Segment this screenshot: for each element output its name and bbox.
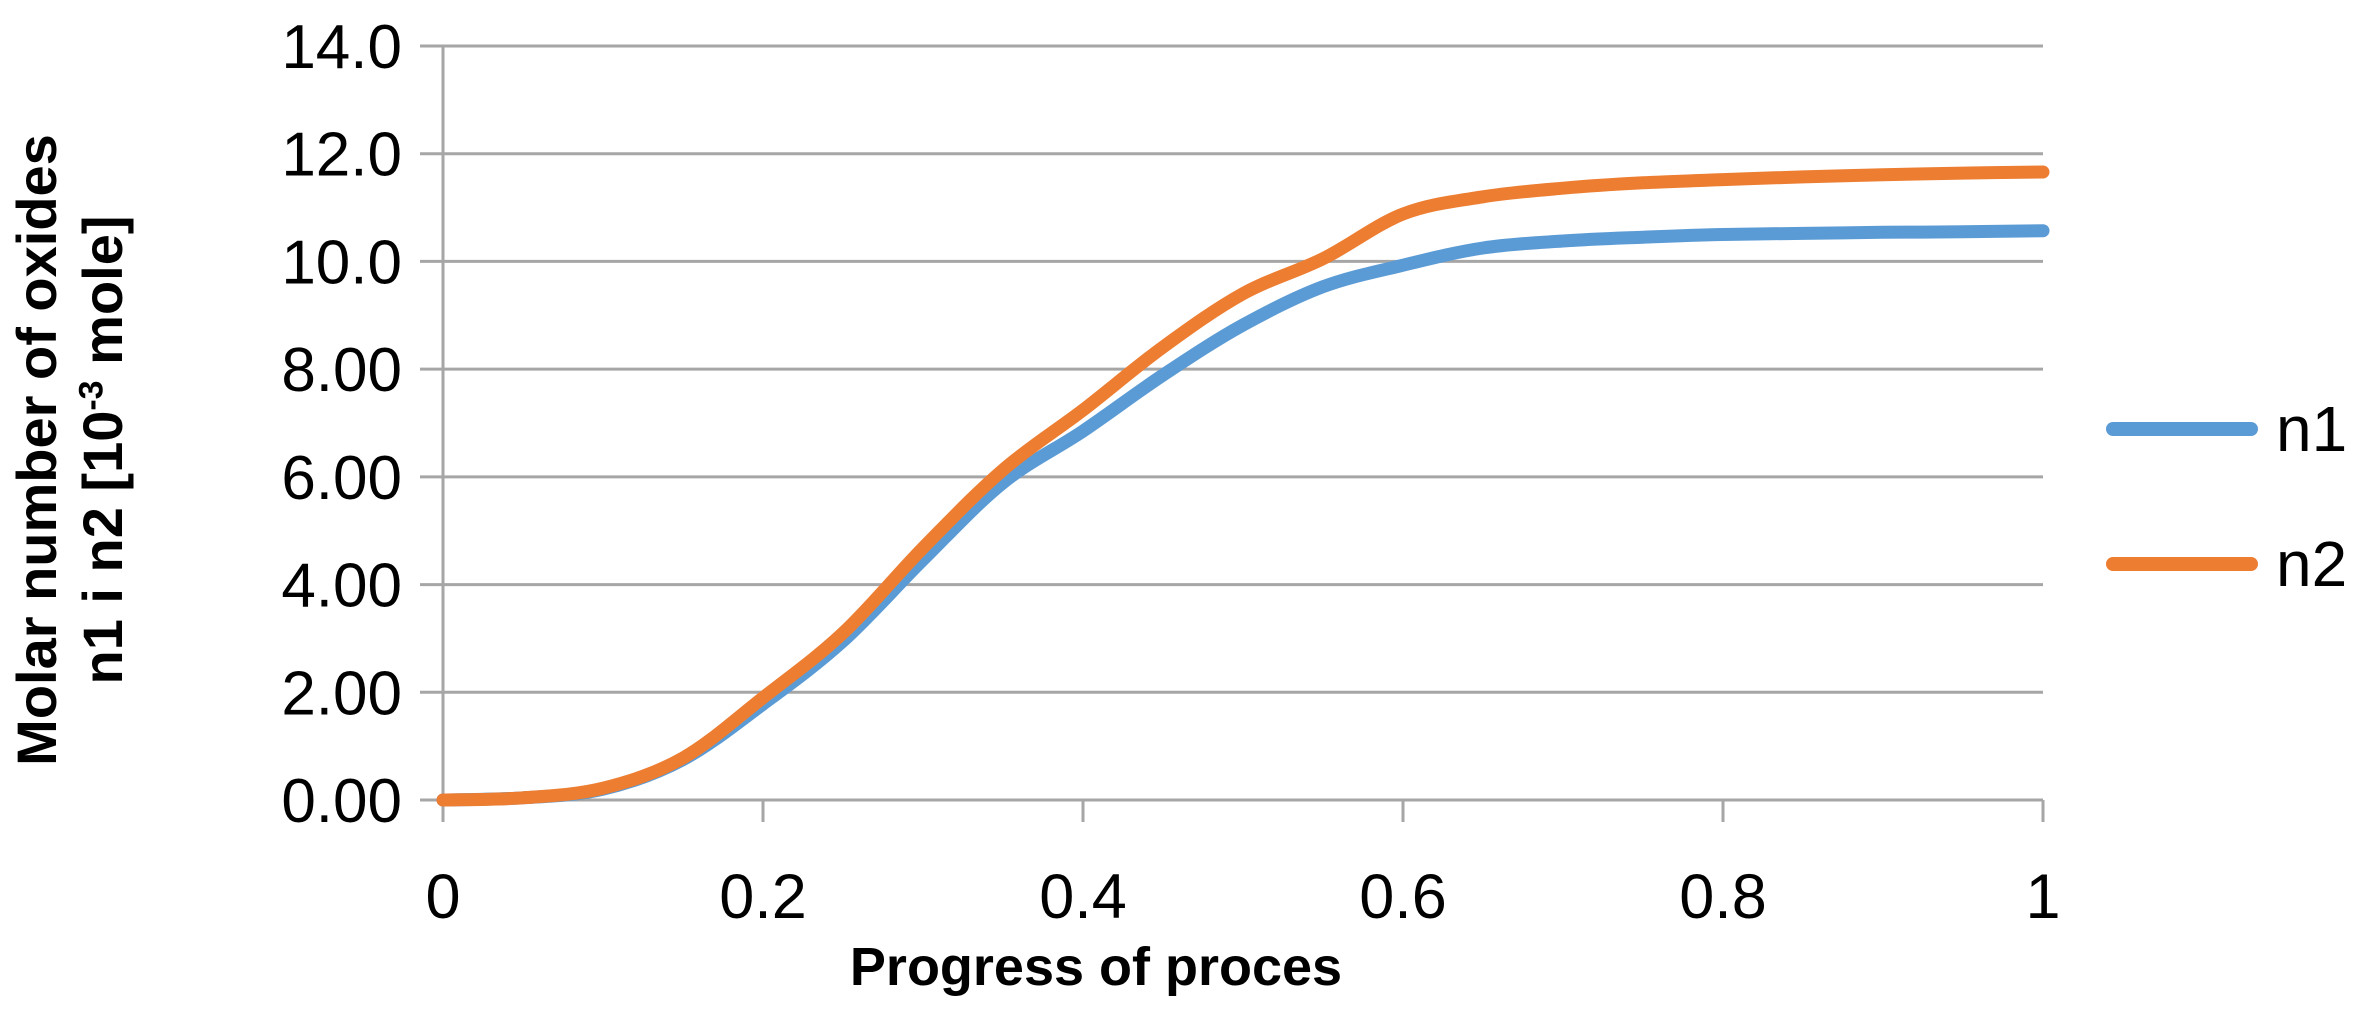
x-tick-label: 0: [425, 862, 460, 932]
x-axis-title: Progress of proces: [849, 937, 1343, 997]
y-tick-label: 2.00: [281, 659, 402, 728]
y-tick-label: 0.00: [281, 767, 402, 836]
series-line-n2: [436, 165, 2050, 807]
y-tick-label: 14.0: [281, 13, 402, 82]
x-tick-label: 0.6: [1359, 862, 1447, 932]
y-axis-title-superscript: -3: [72, 380, 111, 411]
y-axis-title-line2-text: n1 i n2 [10: [71, 410, 134, 685]
y-tick-label: 6.00: [281, 444, 402, 513]
y-tick-label: 4.00: [281, 552, 402, 621]
x-tick-label: 0.2: [719, 862, 807, 932]
y-tick-label: 12.0: [281, 121, 402, 190]
y-axis-title-line2: n1 i n2 [10-3 mole]: [70, 60, 136, 840]
y-tick-label: 10.0: [281, 228, 402, 297]
y-axis-title-line2-unit: mole]: [71, 215, 134, 381]
y-axis-title-line1: Molar number of oxides: [5, 134, 68, 766]
y-axis-title: Molar number of oxides n1 i n2 [10-3 mol…: [4, 60, 136, 840]
y-tick-label: 8.00: [281, 336, 402, 405]
series-line-n1: [436, 224, 2050, 807]
x-tick-label: 0.8: [1679, 862, 1767, 932]
x-tick-label: 0.4: [1039, 862, 1127, 932]
x-tick-label: 1: [2025, 862, 2060, 932]
